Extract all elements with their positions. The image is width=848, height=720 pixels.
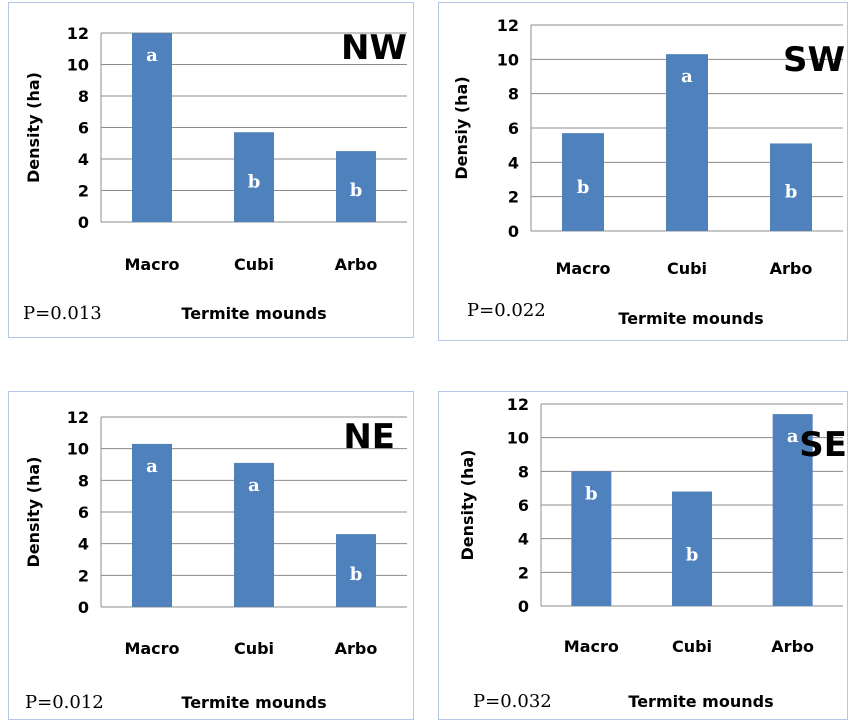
y-axis-label: Densiy (ha) [452, 76, 471, 179]
y-tick-label: 8 [78, 87, 89, 106]
significance-letter: b [585, 483, 598, 504]
y-tick-label: 10 [497, 50, 519, 69]
bar-arbo [336, 151, 376, 222]
chart-svg: 0 2 4 6 8 10 12 a Macro b Cubi b Arbo NW Density (ha) T… [23, 24, 407, 324]
y-tick-label: 4 [78, 535, 89, 554]
y-tick-label: 2 [518, 563, 529, 582]
y-tick-label: 12 [497, 16, 519, 35]
significance-letter: a [146, 45, 158, 66]
panel-label: NW [341, 28, 407, 68]
y-tick-label: 4 [78, 150, 89, 169]
y-tick-label: 10 [67, 440, 89, 459]
x-tick-label: Cubi [672, 637, 712, 656]
x-tick-label: Cubi [234, 639, 274, 658]
chart-svg: 0 2 4 6 8 10 12 a Macro a Cubi b Arbo NE Density (ha) T… [24, 408, 407, 713]
y-tick-label: 6 [518, 496, 529, 515]
y-axis-label: Density (ha) [24, 72, 43, 183]
y-tick-label: 4 [518, 530, 529, 549]
y-tick-label: 0 [508, 222, 519, 241]
y-tick-label: 6 [508, 119, 519, 138]
y-tick-label: 10 [67, 56, 89, 75]
y-tick-label: 6 [78, 119, 89, 138]
x-axis-label: Termite mounds [181, 304, 326, 323]
p-value-label: P=0.022 [467, 300, 546, 321]
y-tick-label: 0 [78, 213, 89, 232]
significance-letter: a [248, 475, 260, 496]
bar-macro [132, 33, 172, 222]
chart-panel-sw: 0 2 4 6 8 10 12 b Macro a Cubi b Arbo SW Densiy (ha) Te… [438, 2, 848, 341]
significance-letter: b [248, 172, 261, 193]
x-axis-label: Termite mounds [628, 692, 773, 711]
x-tick-label: Cubi [667, 259, 707, 278]
y-tick-label: 10 [507, 429, 529, 448]
x-tick-label: Arbo [335, 255, 378, 274]
chart-panel-se: 0 2 4 6 8 10 12 b Macro b Cubi a Arbo SE Density (ha) T… [438, 391, 848, 720]
p-value-label: P=0.032 [473, 691, 552, 712]
panel-label: NE [343, 417, 395, 457]
x-axis-label: Termite mounds [618, 309, 763, 328]
x-tick-label: Cubi [234, 255, 274, 274]
chart-svg: 0 2 4 6 8 10 12 b Macro b Cubi a Arbo SE Density (ha) T… [458, 395, 847, 712]
y-axis-label: Density (ha) [24, 457, 43, 568]
y-tick-label: 8 [508, 85, 519, 104]
panel-label: SE [799, 425, 847, 465]
y-tick-label: 6 [78, 503, 89, 522]
y-axis-label: Density (ha) [458, 450, 477, 561]
x-tick-label: Macro [124, 639, 179, 658]
y-tick-label: 8 [518, 462, 529, 481]
bar-cubi [234, 462, 274, 607]
x-tick-label: Macro [564, 637, 619, 656]
chart-panel-ne: 0 2 4 6 8 10 12 a Macro a Cubi b Arbo NE Density (ha) T… [8, 391, 414, 720]
significance-letter: b [350, 180, 363, 201]
y-tick-label: 12 [67, 408, 89, 427]
significance-letter: b [785, 182, 798, 203]
significance-letter: b [577, 177, 590, 198]
x-tick-label: Macro [555, 259, 610, 278]
bar-cubi [234, 132, 274, 222]
bar-arbo [770, 143, 812, 231]
x-tick-label: Macro [124, 255, 179, 274]
y-tick-label: 2 [508, 188, 519, 207]
p-value-label: P=0.012 [25, 692, 104, 713]
panel-label: SW [783, 40, 845, 80]
chart-svg: 0 2 4 6 8 10 12 b Macro a Cubi b Arbo SW Densiy (ha) Te… [452, 16, 845, 328]
x-tick-label: Arbo [335, 639, 378, 658]
significance-letter: b [686, 544, 699, 565]
bar-macro [571, 471, 612, 606]
x-axis-label: Termite mounds [181, 693, 326, 712]
y-tick-label: 8 [78, 471, 89, 490]
significance-letter: b [350, 564, 363, 585]
bar-cubi [666, 54, 708, 231]
bar-cubi [672, 491, 712, 606]
significance-letter: a [146, 456, 158, 477]
y-tick-label: 0 [518, 597, 529, 616]
y-tick-label: 2 [78, 182, 89, 201]
bar-macro [132, 443, 172, 607]
x-tick-label: Arbo [770, 259, 813, 278]
bar-arbo [772, 414, 813, 606]
significance-letter: a [787, 426, 799, 447]
y-tick-label: 0 [78, 598, 89, 617]
y-tick-label: 2 [78, 566, 89, 585]
x-tick-label: Arbo [771, 637, 814, 656]
bar-arbo [336, 534, 376, 607]
significance-letter: a [681, 66, 693, 87]
y-tick-label: 12 [67, 24, 89, 43]
chart-panel-nw: 0 2 4 6 8 10 12 a Macro b Cubi b Arbo NW Density (ha) T… [8, 2, 414, 338]
y-tick-label: 12 [507, 395, 529, 414]
bar-macro [562, 133, 604, 231]
y-tick-label: 4 [508, 153, 519, 172]
p-value-label: P=0.013 [23, 303, 102, 324]
